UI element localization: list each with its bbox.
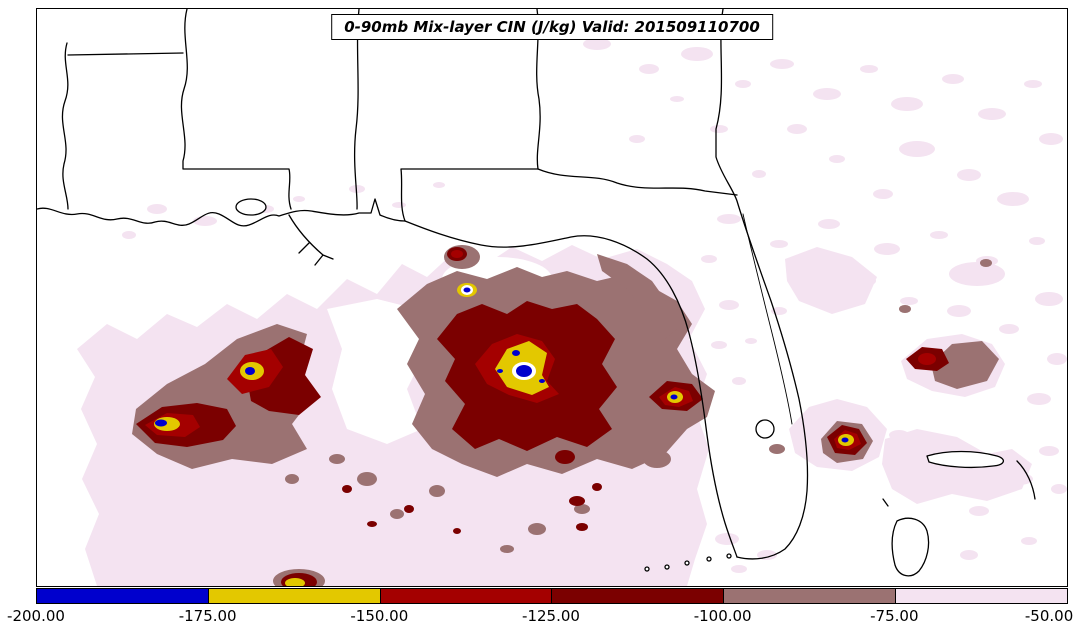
cin-layer-blue	[155, 287, 849, 443]
florida-keys	[684, 560, 690, 566]
colorbar-tick-label: -175.00	[178, 607, 237, 625]
lake-pontchartrain	[235, 198, 267, 216]
colorbar-ticks: -200.00 -175.00 -150.00 -125.00 -100.00 -75.0…	[7, 607, 1073, 629]
florida-keys	[664, 564, 670, 570]
alabama-georgia-florida-border	[400, 9, 541, 222]
bimini-island	[882, 498, 889, 507]
colorbar-segment-3	[379, 589, 552, 603]
colorbar-tick-label: -50.00	[1024, 607, 1074, 625]
colorbar-tick-label: -75.00	[870, 607, 919, 625]
grand-bahama-island	[926, 450, 1004, 469]
colorbar-segment-6	[895, 589, 1067, 603]
abaco-island	[1016, 460, 1036, 500]
map-canvas: 0-90mb Mix-layer CIN (J/kg) Valid: 20150…	[36, 8, 1068, 587]
lake-okeechobee	[755, 419, 775, 439]
louisiana-north-border	[67, 52, 184, 56]
cin-field-map	[37, 9, 1067, 586]
colorbar-segment-2	[207, 589, 380, 603]
st-johns-river	[742, 213, 793, 425]
colorbar	[36, 588, 1068, 604]
colorbar-segment-5	[723, 589, 896, 603]
colorbar-segment-1	[37, 589, 208, 603]
mississippi-delta	[288, 214, 334, 266]
map-title: 0-90mb Mix-layer CIN (J/kg) Valid: 20150…	[331, 14, 773, 40]
florida-keys	[726, 553, 732, 559]
texas-louisiana-border	[61, 42, 69, 210]
colorbar-tick-label: -125.00	[522, 607, 580, 625]
colorbar-tick-label: -100.00	[693, 607, 752, 625]
atlantic-coastline	[715, 9, 809, 560]
colorbar-segment-4	[551, 589, 724, 603]
state-boundaries	[37, 9, 1036, 577]
florida-keys	[706, 556, 712, 562]
florida-keys	[644, 566, 650, 572]
colorbar-tick-label: -150.00	[350, 607, 409, 625]
florida-georgia-border	[537, 168, 738, 196]
andros-island	[891, 517, 930, 577]
gulf-coastline	[37, 198, 738, 558]
mississippi-alabama-border	[353, 9, 360, 210]
colorbar-tick-label: -200.00	[7, 607, 65, 625]
mississippi-river-border	[180, 9, 292, 210]
